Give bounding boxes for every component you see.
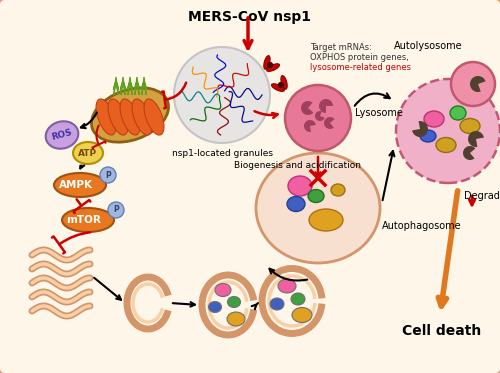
Ellipse shape <box>46 121 78 149</box>
Circle shape <box>174 47 270 143</box>
Ellipse shape <box>92 88 168 142</box>
Text: P: P <box>105 170 111 179</box>
Text: OXPHOS protein genes,: OXPHOS protein genes, <box>310 53 409 62</box>
Text: mTOR: mTOR <box>66 215 102 225</box>
Ellipse shape <box>108 99 128 135</box>
Polygon shape <box>128 77 132 95</box>
Wedge shape <box>412 121 428 137</box>
Text: Cell death: Cell death <box>402 324 481 338</box>
Ellipse shape <box>208 301 222 313</box>
Ellipse shape <box>420 130 436 142</box>
Ellipse shape <box>73 142 103 164</box>
Ellipse shape <box>460 119 480 134</box>
Polygon shape <box>120 77 126 95</box>
Ellipse shape <box>281 76 287 89</box>
Wedge shape <box>304 120 316 132</box>
Text: Biogenesis and acidification: Biogenesis and acidification <box>234 160 362 169</box>
Ellipse shape <box>287 197 305 211</box>
Wedge shape <box>470 76 486 92</box>
Text: AMPK: AMPK <box>59 180 93 190</box>
Polygon shape <box>114 77 118 95</box>
Text: ROS: ROS <box>50 128 74 142</box>
Ellipse shape <box>436 138 456 153</box>
Circle shape <box>108 202 124 218</box>
Ellipse shape <box>96 99 116 135</box>
Circle shape <box>396 79 500 183</box>
Ellipse shape <box>228 297 240 307</box>
Ellipse shape <box>62 208 114 232</box>
Wedge shape <box>463 146 475 160</box>
Wedge shape <box>324 117 334 129</box>
Ellipse shape <box>132 99 152 135</box>
Text: nsp1-located granules: nsp1-located granules <box>172 149 272 158</box>
Ellipse shape <box>291 293 305 305</box>
Text: Degradation: Degradation <box>464 191 500 201</box>
Circle shape <box>100 167 116 183</box>
Ellipse shape <box>227 312 245 326</box>
Wedge shape <box>315 111 324 121</box>
Ellipse shape <box>272 84 284 91</box>
Circle shape <box>285 85 351 151</box>
Polygon shape <box>142 77 146 95</box>
Ellipse shape <box>450 106 466 120</box>
Text: Autophagosome: Autophagosome <box>382 221 462 231</box>
Text: ATP: ATP <box>78 148 98 157</box>
Ellipse shape <box>256 153 380 263</box>
Text: Target mRNAs:: Target mRNAs: <box>310 43 372 52</box>
Ellipse shape <box>278 279 296 293</box>
Circle shape <box>278 82 283 88</box>
Ellipse shape <box>331 184 345 196</box>
Ellipse shape <box>120 99 140 135</box>
Ellipse shape <box>215 283 231 297</box>
Ellipse shape <box>288 176 312 196</box>
Circle shape <box>268 63 272 68</box>
Ellipse shape <box>270 298 284 310</box>
Ellipse shape <box>308 189 324 203</box>
Ellipse shape <box>424 111 444 127</box>
Wedge shape <box>468 131 484 147</box>
Ellipse shape <box>309 209 343 231</box>
Polygon shape <box>134 77 140 95</box>
Ellipse shape <box>266 64 280 71</box>
Ellipse shape <box>292 307 312 323</box>
Circle shape <box>451 62 495 106</box>
Ellipse shape <box>144 99 164 135</box>
Wedge shape <box>301 101 314 115</box>
Wedge shape <box>319 99 333 113</box>
Text: Autolysosome: Autolysosome <box>394 41 462 51</box>
Ellipse shape <box>264 56 270 69</box>
Text: P: P <box>113 206 119 214</box>
Text: Lysosome: Lysosome <box>355 108 403 118</box>
Text: MERS-CoV nsp1: MERS-CoV nsp1 <box>188 10 312 24</box>
Text: lysosome-related genes: lysosome-related genes <box>310 63 411 72</box>
Ellipse shape <box>54 173 106 197</box>
